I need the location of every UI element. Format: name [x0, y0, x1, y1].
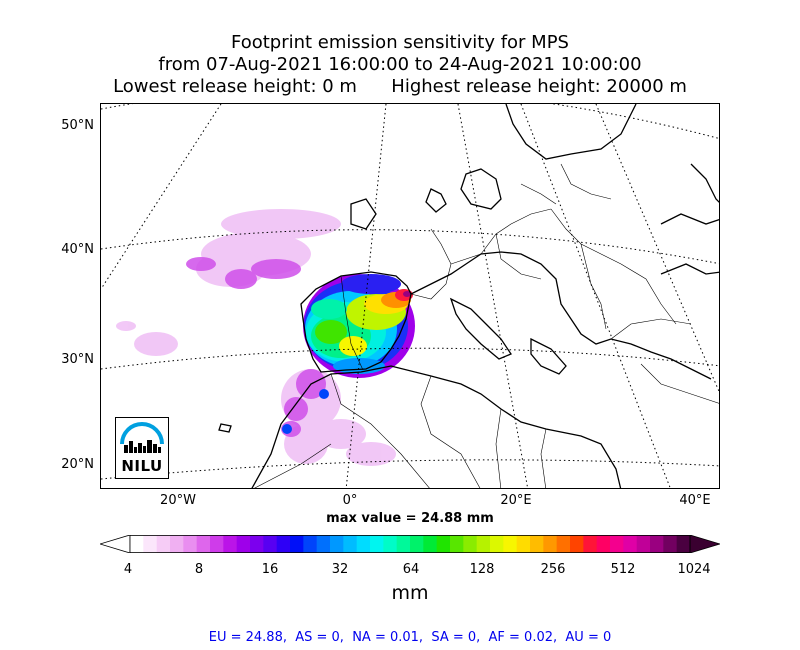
colorbar-swatch: [316, 535, 331, 553]
colorbar-swatch: [503, 535, 518, 553]
colorbar-tick: 128: [469, 562, 495, 577]
colorbar-swatch: [463, 535, 478, 553]
release-height-info: Lowest release height: 0 m Highest relea…: [113, 76, 687, 97]
lat-label-50n: 50°N: [61, 118, 94, 133]
colorbar-swatch: [370, 535, 384, 553]
colorbar-swatch: [570, 535, 584, 553]
colorbar-swatch: [516, 535, 531, 553]
colorbar: [100, 535, 720, 553]
map-canvas: [101, 104, 719, 488]
colorbar-swatch: [490, 535, 504, 553]
colorbar-swatch: [290, 535, 304, 553]
colorbar-extend-low: [100, 535, 131, 553]
colorbar-tick: 512: [610, 562, 636, 577]
colorbar-swatch: [383, 535, 398, 553]
colorbar-tick: 256: [540, 562, 566, 577]
colorbar-tick: 32: [331, 562, 349, 577]
max-value-label: max value = 24.88 mm: [326, 511, 494, 526]
colorbar-swatch: [543, 535, 558, 553]
map-panel: [100, 103, 720, 489]
colorbar-swatch: [276, 535, 291, 553]
colorbar-swatch: [623, 535, 638, 553]
coastlines: [218, 104, 719, 488]
colorbar-tick: 1024: [677, 562, 711, 577]
colorbar-units: mm: [391, 582, 429, 604]
nilu-logo: NILU: [115, 417, 169, 479]
colorbar-swatch: [356, 535, 371, 553]
colorbar-swatch: [583, 535, 598, 553]
country-borders: [254, 163, 719, 488]
lat-label-20n: 20°N: [61, 457, 94, 472]
colorbar-swatch: [476, 535, 491, 553]
colorbar-swatch: [436, 535, 451, 553]
lat-label-40n: 40°N: [61, 242, 94, 257]
colorbar-tick: 8: [194, 562, 204, 577]
colorbar-swatch: [170, 535, 184, 553]
colorbar-swatch: [303, 535, 318, 553]
colorbar-swatch: [450, 535, 464, 553]
colorbar-swatch: [263, 535, 278, 553]
colorbar-swatch: [236, 535, 251, 553]
sensitivity-field: [116, 209, 415, 466]
nilu-logo-text: NILU: [121, 457, 163, 475]
lon-label-20e: 20°E: [500, 493, 532, 508]
colorbar-swatch: [530, 535, 544, 553]
colorbar-swatch: [663, 535, 678, 553]
colorbar-swatch: [423, 535, 438, 553]
colorbar-swatch: [183, 535, 198, 553]
colorbar-swatch: [250, 535, 264, 553]
colorbar-swatch: [610, 535, 624, 553]
plot-period: from 07-Aug-2021 16:00:00 to 24-Aug-2021…: [158, 54, 642, 75]
colorbar-swatch: [636, 535, 651, 553]
colorbar-swatch: [143, 535, 158, 553]
region-stats: EU = 24.88, AS = 0, NA = 0.01, SA = 0, A…: [208, 630, 612, 645]
graticule: [101, 104, 719, 488]
plume-iberia: [303, 274, 415, 378]
colorbar-swatch: [396, 535, 411, 553]
lat-label-30n: 30°N: [61, 352, 94, 367]
plot-title: Footprint emission sensitivity for MPS: [231, 32, 569, 53]
colorbar-swatch: [210, 535, 224, 553]
colorbar-swatch: [650, 535, 664, 553]
colorbar-swatch: [130, 535, 144, 553]
colorbar-swatch: [676, 535, 691, 553]
colorbar-swatch: [156, 535, 171, 553]
colorbar-swatch: [343, 535, 358, 553]
colorbar-swatch: [330, 535, 344, 553]
colorbar-swatch: [410, 535, 424, 553]
colorbar-swatch: [223, 535, 238, 553]
lon-label-0: 0°: [342, 493, 358, 508]
nilu-logo-graphic: [120, 422, 164, 453]
colorbar-tick: 16: [261, 562, 279, 577]
colorbar-swatch: [556, 535, 571, 553]
colorbar-border: [129, 535, 691, 553]
colorbar-extend-high: [689, 535, 720, 553]
colorbar-swatch: [196, 535, 211, 553]
colorbar-swatch: [596, 535, 611, 553]
colorbar-tick: 4: [123, 562, 133, 577]
lon-label-40e: 40°E: [679, 493, 711, 508]
lon-label-20w: 20°W: [160, 493, 196, 508]
colorbar-tick: 64: [402, 562, 420, 577]
colorbar-swatches: [100, 535, 720, 553]
